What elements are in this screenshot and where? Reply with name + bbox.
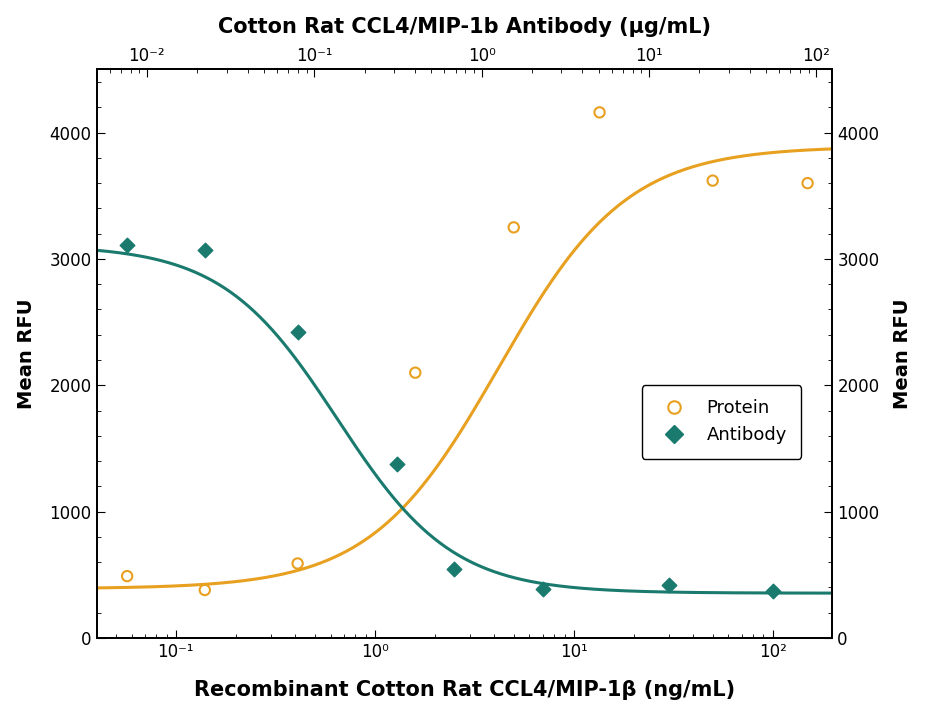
Point xyxy=(661,579,676,591)
Y-axis label: Mean RFU: Mean RFU xyxy=(893,298,911,409)
Point xyxy=(446,563,461,574)
Point xyxy=(390,458,405,470)
Legend: Protein, Antibody: Protein, Antibody xyxy=(641,385,801,459)
Point xyxy=(290,558,304,569)
X-axis label: Cotton Rat CCL4/MIP-1b Antibody (μg/mL): Cotton Rat CCL4/MIP-1b Antibody (μg/mL) xyxy=(218,16,710,37)
Point xyxy=(290,326,304,338)
Point xyxy=(407,367,422,379)
Point xyxy=(197,584,212,596)
Point xyxy=(506,222,521,233)
Point xyxy=(704,175,719,186)
Point xyxy=(120,571,135,582)
Y-axis label: Mean RFU: Mean RFU xyxy=(17,298,35,409)
Point xyxy=(197,244,212,256)
Point xyxy=(765,586,780,597)
Point xyxy=(120,239,135,251)
Point xyxy=(535,583,549,594)
Point xyxy=(591,107,606,118)
Point xyxy=(799,177,814,189)
X-axis label: Recombinant Cotton Rat CCL4/MIP-1β (ng/mL): Recombinant Cotton Rat CCL4/MIP-1β (ng/m… xyxy=(194,680,734,701)
